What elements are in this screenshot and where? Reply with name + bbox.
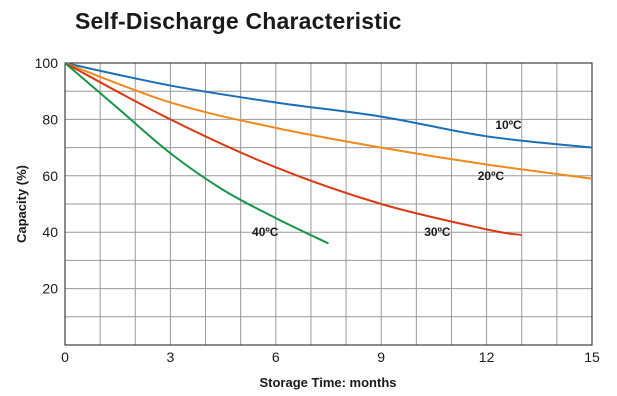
x-tick-label: 12 xyxy=(479,349,495,365)
grid-lines xyxy=(65,63,592,345)
plot-frame xyxy=(64,62,593,346)
tick-labels: 0 3 6 9 12 15 20 40 60 80 100 xyxy=(35,55,600,365)
chart-title: Self-Discharge Characteristic xyxy=(75,8,402,34)
x-tick-label: 0 xyxy=(61,349,69,365)
y-tick-label: 80 xyxy=(42,111,58,127)
series-line-3 xyxy=(64,62,329,245)
series-line-0 xyxy=(64,62,593,149)
x-tick-label: 9 xyxy=(377,349,385,365)
y-tick-label: 100 xyxy=(35,55,59,71)
series-line-1 xyxy=(64,62,593,180)
y-tick-label: 60 xyxy=(42,168,58,184)
series-lines xyxy=(64,62,593,245)
series-label: 40ºC xyxy=(252,225,279,239)
series-line-2 xyxy=(64,62,522,237)
y-axis-title: Capacity (%) xyxy=(14,165,29,243)
x-tick-label: 3 xyxy=(167,349,175,365)
x-axis-title: Storage Time: months xyxy=(259,375,396,390)
y-tick-label: 20 xyxy=(42,281,58,297)
series-label: 30ºC xyxy=(424,225,451,239)
x-tick-label: 6 xyxy=(272,349,280,365)
x-tick-label: 15 xyxy=(584,349,600,365)
series-label: 20ºC xyxy=(478,169,505,183)
series-labels: 10ºC 20ºC 30ºC 40ºC xyxy=(252,118,522,239)
y-tick-label: 40 xyxy=(42,224,58,240)
series-label: 10ºC xyxy=(495,118,522,132)
